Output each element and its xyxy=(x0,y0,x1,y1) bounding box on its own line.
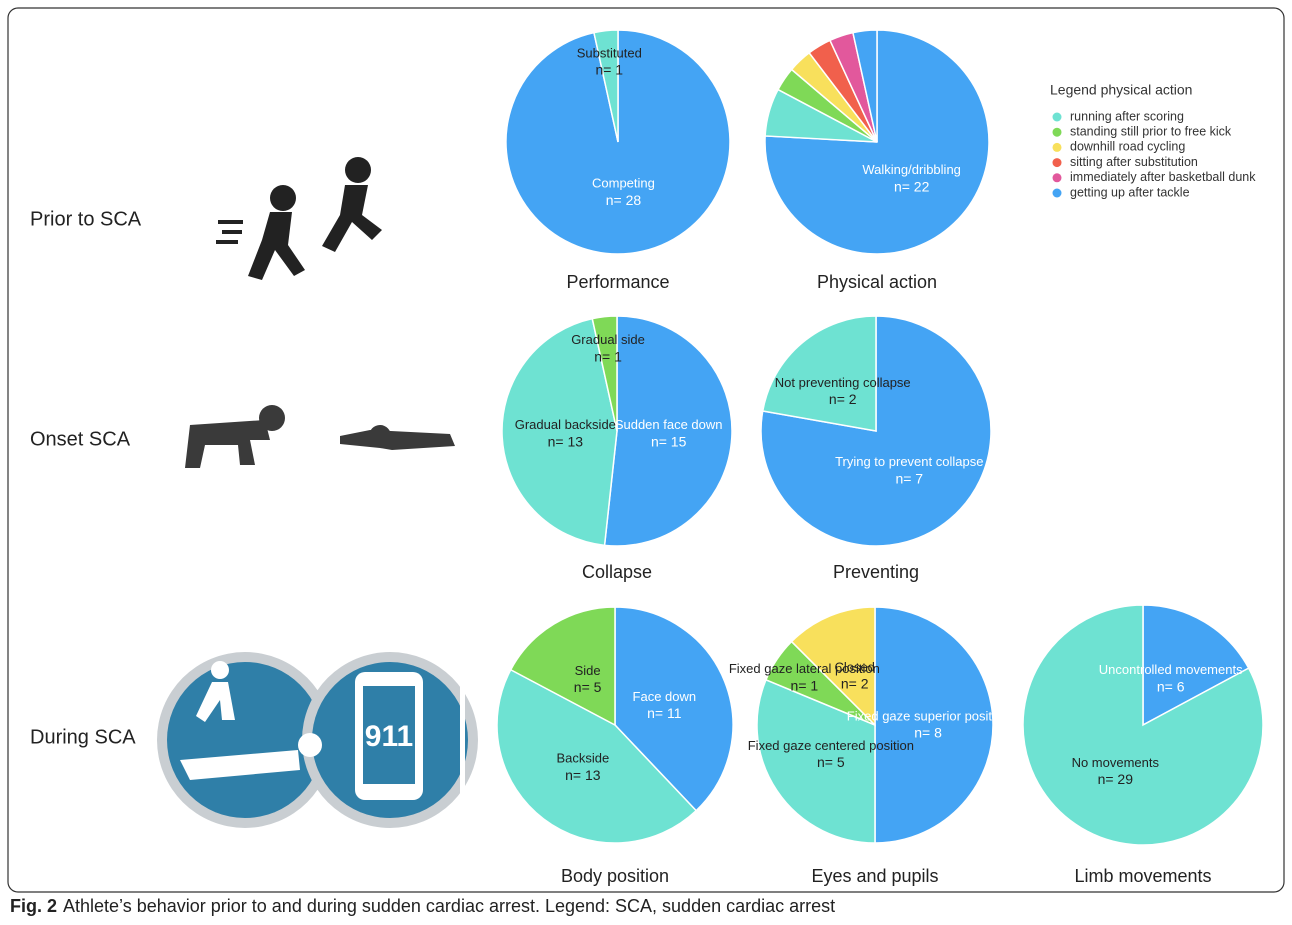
slice-label: Gradual backside xyxy=(515,417,616,432)
runner-icons xyxy=(216,157,382,280)
chart-title: Eyes and pupils xyxy=(811,866,938,886)
slice-label: Fixed gaze centered position xyxy=(748,738,914,753)
pie-slice xyxy=(509,606,616,727)
pie-slice xyxy=(591,315,618,432)
legend-label: getting up after tackle xyxy=(1070,185,1190,199)
row-label: Onset SCA xyxy=(30,428,131,450)
slice-value-label: n= 1 xyxy=(594,348,622,364)
slice-label: Face down xyxy=(633,689,697,704)
slice-value-label: n= 1 xyxy=(791,678,819,694)
slice-value-label: n= 5 xyxy=(574,679,602,695)
slice-label: Closed xyxy=(834,659,874,674)
legend-label: standing still prior to free kick xyxy=(1070,124,1232,138)
chart-title: Limb movements xyxy=(1074,866,1211,886)
legend-title: Legend physical action xyxy=(1050,82,1192,98)
pie-slice xyxy=(593,29,619,143)
legend-swatch xyxy=(1052,188,1062,198)
slice-value-label: n= 5 xyxy=(817,754,845,770)
slice-value-label: n= 2 xyxy=(829,391,857,407)
caption: Fig. 2 Athlete’s behavior prior to and du… xyxy=(10,896,835,917)
figure: 911 Prior to SCA Onset SCA During SCA Compe… xyxy=(7,7,1285,893)
slice-label: Side xyxy=(575,663,601,678)
slice-label: Substituted xyxy=(577,45,642,60)
pie-slice xyxy=(1022,604,1264,846)
pie-slice xyxy=(614,606,734,812)
slice-label: Gradual side xyxy=(571,332,645,347)
pie-slice xyxy=(756,678,876,844)
pie-slice xyxy=(1142,604,1250,727)
slice-label: No movements xyxy=(1072,755,1160,770)
legend-label: running after scoring xyxy=(1070,109,1184,123)
slice-value-label: n= 29 xyxy=(1098,771,1134,787)
caption-label: Fig. 2 xyxy=(10,896,58,916)
pie-slice xyxy=(790,606,876,727)
slice-label: Backside xyxy=(556,751,609,766)
chart-title: Collapse xyxy=(582,562,652,582)
slice-value-label: n= 6 xyxy=(1157,678,1185,694)
emergency-icons: 911 xyxy=(157,640,478,840)
legend-swatch xyxy=(1052,158,1062,168)
slice-value-label: n= 7 xyxy=(895,470,923,486)
pie-slice xyxy=(501,317,618,547)
pie-slice xyxy=(760,315,992,547)
caption-text: Athlete’s behavior prior to and during s… xyxy=(63,896,836,916)
row-label: During SCA xyxy=(30,726,136,748)
legend-swatch xyxy=(1052,112,1062,122)
slice-label: Not preventing collapse xyxy=(775,375,911,390)
slice-value-label: n= 22 xyxy=(894,178,930,194)
slice-value-label: n= 15 xyxy=(651,434,687,450)
chart-title: Body position xyxy=(561,866,669,886)
slice-value-label: n= 1 xyxy=(595,62,623,78)
slice-label: Uncontrolled movements xyxy=(1099,662,1243,677)
pie-slice xyxy=(761,315,877,432)
pie-slice xyxy=(603,315,733,547)
slice-value-label: n= 13 xyxy=(565,767,601,783)
slice-value-label: n= 11 xyxy=(647,705,682,721)
slice-value-label: n= 2 xyxy=(841,676,869,692)
pie-slice xyxy=(874,606,994,844)
slice-label: Fixed gaze lateral position xyxy=(729,661,880,676)
legend-swatch xyxy=(1052,127,1062,137)
legend-swatch xyxy=(1052,142,1062,152)
chart-title: Preventing xyxy=(833,562,919,582)
legend-label: immediately after basketball dunk xyxy=(1070,170,1256,184)
pie-slice xyxy=(496,668,698,844)
slice-value-label: n= 8 xyxy=(914,725,942,741)
slice-value-label: n= 13 xyxy=(548,434,584,450)
chart-title: Performance xyxy=(566,272,669,292)
slice-label: Walking/dribbling xyxy=(862,162,961,177)
legend-label: sitting after substitution xyxy=(1070,155,1198,169)
slice-label: Sudden face down xyxy=(615,417,723,432)
slice-value-label: n= 28 xyxy=(606,192,642,208)
slice-label: Trying to prevent collapse xyxy=(835,454,983,469)
slice-label: Fixed gaze superior position xyxy=(847,708,1010,723)
legend-swatch xyxy=(1052,173,1062,183)
chart-title: Physical action xyxy=(817,272,937,292)
slice-label: Competing xyxy=(592,176,655,191)
icon-text: 911 xyxy=(365,720,413,753)
row-label: Prior to SCA xyxy=(30,208,142,230)
collapse-icons xyxy=(185,405,455,468)
frame xyxy=(7,7,1285,893)
legend-label: downhill road cycling xyxy=(1070,140,1185,154)
pie-slice xyxy=(852,29,878,143)
